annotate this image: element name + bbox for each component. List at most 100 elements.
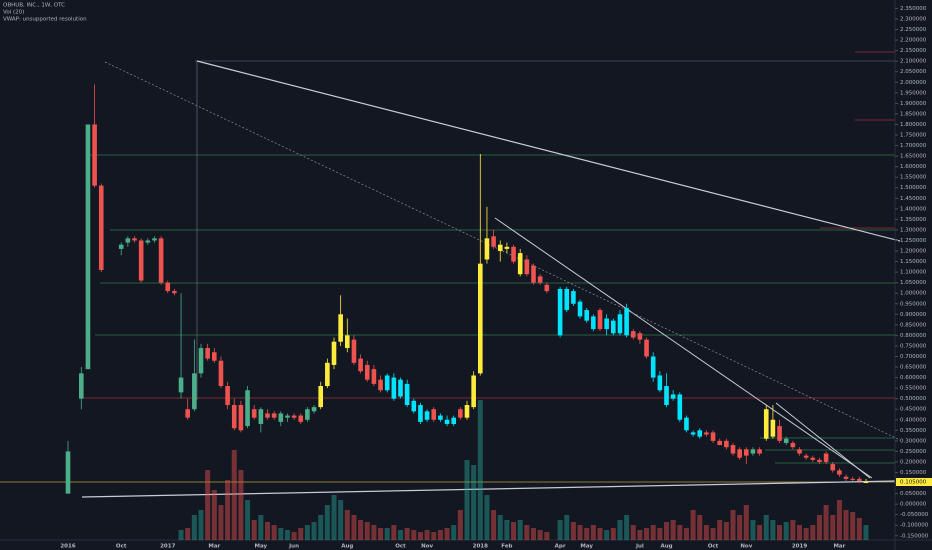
volume-bar [564,515,570,540]
volume-bar [517,520,523,540]
candle-body [384,375,390,391]
volume-bar [537,530,543,540]
candle-body [165,282,171,292]
candle-body [79,373,84,399]
volume-bar [624,515,630,540]
x-tick-label: Jul [635,544,644,550]
volume-bar [238,470,244,540]
y-tick-label: 2.200000 [900,38,927,44]
candle-body [85,124,91,370]
candle-body [238,405,244,431]
candle-body [158,238,164,283]
volume-bar [417,532,423,540]
volume-bar [391,525,397,540]
volume-bar [664,522,669,540]
candle-body [245,390,250,427]
trend-line [81,480,896,498]
volume-bar [650,525,656,540]
x-tick-label: 2016 [60,544,75,550]
volume-bar [457,510,463,540]
x-tick-label: Mar [208,544,220,550]
candle-body [92,124,97,186]
candle-body [697,430,703,437]
candle-body [378,379,383,391]
x-tick-label: Feb [501,544,512,550]
volume-bar [251,520,257,540]
candle-body [278,413,284,422]
candle-body [630,331,636,338]
volume-bar [790,520,796,540]
volume-bar [185,528,191,540]
candle-body [797,449,802,454]
volume-bar [371,525,377,540]
volume-bar [703,525,709,540]
y-tick-label: 1.750000 [900,133,927,139]
candle-body [364,364,370,380]
volume-bar [178,530,184,540]
candle-body [172,291,177,294]
candle-body [517,253,523,275]
y-tick-label: 0.650000 [900,365,927,371]
y-tick-label: 0.700000 [900,354,927,360]
volume-bar [265,522,270,540]
volume-bar [511,522,517,540]
x-tick-label: Oct [708,544,719,550]
trend-line [494,217,873,479]
candle-body [225,386,230,405]
y-tick-label: 0.750000 [900,343,927,349]
volume-bar [803,528,809,540]
candle-body [98,185,104,270]
candle-body [371,369,377,384]
candle-body [591,316,596,330]
y-tick-label: 2.350000 [900,6,927,12]
candle-body [611,320,616,334]
y-tick-label: 0.500000 [900,396,927,402]
volume-bar [683,528,689,540]
volume-bar [690,510,696,540]
candle-body [644,339,649,357]
volume-bar [424,530,430,540]
volume-bar [843,510,849,540]
x-tick-label: 2019 [792,544,807,550]
volume-bar [863,525,869,540]
volume-bar [770,520,776,540]
volume-bar [291,532,297,540]
candle-body [783,438,789,443]
y-tick-label: 1.100000 [900,270,927,276]
volume-bar [464,460,470,540]
x-tick-label: May [580,544,593,550]
volume-bar [750,520,756,540]
volume-bar [245,500,251,540]
candle-body [218,360,224,387]
volume-bar [604,530,610,540]
x-tick-label: Apr [555,544,566,550]
trend-line [775,402,871,479]
chart-title: OBHUB, INC., 1W, OTC [3,3,65,9]
y-tick-label: 2.250000 [900,27,927,33]
y-tick-label: 1.900000 [900,101,927,107]
candle-body [684,417,689,431]
candle-body [318,386,323,408]
volume-bar [590,525,596,540]
candle-body [478,263,483,374]
volume-bar [637,530,643,540]
volume-bar [211,490,217,540]
candle-body [418,405,423,422]
y-tick-label: -0.050000 [900,512,929,518]
volume-bar [823,505,829,540]
y-tick-label: 1.050000 [900,280,927,286]
candle-body [198,348,204,374]
volume-bar [398,530,403,540]
candle-body [451,417,456,424]
volume-bar [816,515,822,540]
volume-bar [577,525,583,540]
y-tick-label: 1.600000 [900,164,927,170]
candle-body [504,246,510,249]
x-tick-label: Nov [421,544,433,550]
y-tick-label: 1.550000 [900,175,927,181]
y-tick-label: 1.350000 [900,217,927,223]
volume-bar [198,510,204,540]
volume-bar [810,525,816,540]
